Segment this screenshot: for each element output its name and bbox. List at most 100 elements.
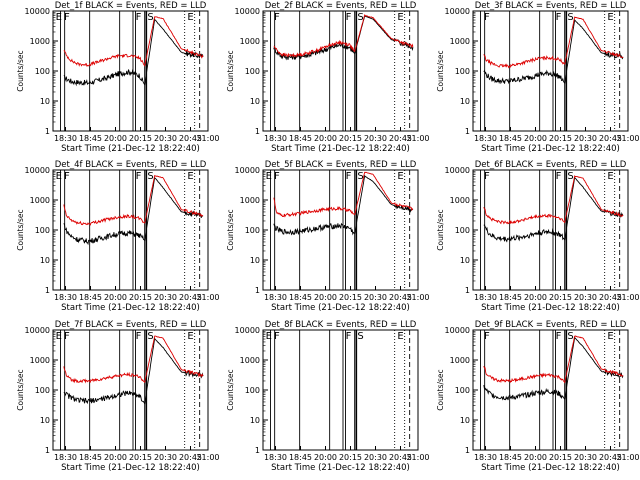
event-marker-label: F xyxy=(64,171,70,182)
event-marker-label: E xyxy=(187,331,193,342)
chart-panel-3: Det_3f BLACK = Events, RED = LLD 1 10 100 10… xyxy=(436,1,640,154)
event-marker-label: E xyxy=(266,331,272,342)
y-tick-label: 1000 xyxy=(450,196,470,205)
y-tick-label: 10 xyxy=(460,416,470,425)
x-tick-label: 20:30 xyxy=(154,293,177,302)
x-axis-label: Start Time (21-Dec-12 18:22:40) xyxy=(61,303,200,313)
x-tick-label: 21:00 xyxy=(616,134,639,143)
x-axis-label: Start Time (21-Dec-12 18:22:40) xyxy=(481,144,620,154)
x-tick-label: 20:30 xyxy=(574,293,597,302)
y-axis-label: Counts/sec xyxy=(16,209,25,250)
y-tick-label: 1 xyxy=(45,127,50,136)
event-marker-label: F xyxy=(484,171,490,182)
x-tick-label: 18:45 xyxy=(289,453,312,462)
x-tick-label: 18:30 xyxy=(474,453,497,462)
series-line-lld xyxy=(483,335,624,384)
event-marker-label: S xyxy=(567,12,573,23)
chart-title: Det_9f BLACK = Events, RED = LLD xyxy=(475,320,627,330)
chart-title: Det_6f BLACK = Events, RED = LLD xyxy=(475,160,627,170)
x-tick-label: 21:00 xyxy=(616,453,639,462)
x-tick-label: 18:45 xyxy=(499,293,522,302)
event-marker-label: F xyxy=(346,331,352,342)
y-axis-label: Counts/sec xyxy=(16,50,25,91)
y-tick-label: 10000 xyxy=(235,326,260,335)
event-marker-label: F xyxy=(484,331,490,342)
y-tick-label: 1 xyxy=(45,286,50,295)
x-tick-label: 21:00 xyxy=(196,453,219,462)
y-tick-label: 100 xyxy=(35,226,50,235)
y-tick-label: 10000 xyxy=(235,7,260,16)
x-tick-label: 18:30 xyxy=(54,134,77,143)
chart-panel-5: Det_5f BLACK = Events, RED = LLD 1 10 100 10… xyxy=(226,160,430,313)
event-marker-label: E xyxy=(187,171,193,182)
x-tick-label: 20:45 xyxy=(599,134,622,143)
x-axis-label: Start Time (21-Dec-12 18:22:40) xyxy=(61,144,200,154)
series-line-events xyxy=(483,176,624,243)
y-tick-label: 10000 xyxy=(25,326,50,335)
event-marker-label: E xyxy=(607,331,613,342)
x-tick-label: 20:15 xyxy=(129,134,152,143)
y-tick-label: 1000 xyxy=(450,37,470,46)
x-tick-label: 18:45 xyxy=(499,134,522,143)
event-marker-label: E xyxy=(397,331,403,342)
x-tick-label: 20:15 xyxy=(549,453,572,462)
event-marker-label: F xyxy=(346,12,352,23)
event-marker-label: S xyxy=(147,331,153,342)
chart-title: Det_3f BLACK = Events, RED = LLD xyxy=(475,1,627,11)
x-tick-label: 20:00 xyxy=(104,134,127,143)
x-tick-label: 20:30 xyxy=(574,134,597,143)
event-marker-label: F xyxy=(346,171,352,182)
series-line-events xyxy=(483,336,624,401)
y-tick-label: 10 xyxy=(250,97,260,106)
y-tick-label: 10 xyxy=(250,256,260,265)
chart-title: Det_4f BLACK = Events, RED = LLD xyxy=(55,160,207,170)
x-tick-label: 20:45 xyxy=(179,293,202,302)
series-line-lld xyxy=(483,16,624,69)
y-tick-label: 1 xyxy=(255,446,260,455)
event-marker-label: F xyxy=(136,331,142,342)
event-marker-label: F xyxy=(556,12,562,23)
x-tick-label: 18:30 xyxy=(264,293,287,302)
y-axis-label: Counts/sec xyxy=(436,369,445,410)
chart-title: Det_8f BLACK = Events, RED = LLD xyxy=(265,320,417,330)
x-tick-label: 20:00 xyxy=(104,293,127,302)
y-tick-label: 100 xyxy=(245,226,260,235)
series-line-events xyxy=(63,337,204,406)
event-marker-label: S xyxy=(357,12,363,23)
x-tick-label: 21:00 xyxy=(196,134,219,143)
event-marker-label: F xyxy=(556,171,562,182)
y-tick-label: 10000 xyxy=(25,7,50,16)
x-tick-label: 20:00 xyxy=(314,134,337,143)
series-line-lld xyxy=(63,16,204,67)
y-tick-label: 1000 xyxy=(30,37,50,46)
event-marker-label: F xyxy=(136,171,142,182)
y-tick-label: 10000 xyxy=(25,166,50,175)
chart-panel-8: Det_8f BLACK = Events, RED = LLD 1 10 100 10… xyxy=(226,320,430,473)
y-tick-label: 10 xyxy=(250,416,260,425)
chart-title: Det_1f BLACK = Events, RED = LLD xyxy=(55,1,207,11)
x-tick-label: 20:15 xyxy=(549,134,572,143)
y-tick-label: 10000 xyxy=(445,7,470,16)
x-tick-label: 18:30 xyxy=(474,293,497,302)
y-tick-label: 1 xyxy=(45,446,50,455)
event-marker-label: F xyxy=(64,12,70,23)
event-marker-label: E xyxy=(607,171,613,182)
x-tick-label: 20:15 xyxy=(339,453,362,462)
y-tick-label: 100 xyxy=(245,67,260,76)
chart-panel-1: Det_1f BLACK = Events, RED = LLD 1 10 100 10… xyxy=(16,1,220,154)
x-axis-label: Start Time (21-Dec-12 18:22:40) xyxy=(481,303,620,313)
event-marker-label: S xyxy=(147,12,153,23)
event-marker-label: E xyxy=(607,12,613,23)
x-tick-label: 18:30 xyxy=(264,134,287,143)
y-tick-label: 10000 xyxy=(445,166,470,175)
x-tick-label: 20:45 xyxy=(389,453,412,462)
x-tick-label: 20:00 xyxy=(314,293,337,302)
event-marker-label: E xyxy=(56,12,62,23)
x-tick-label: 21:00 xyxy=(406,293,429,302)
x-tick-label: 20:45 xyxy=(179,134,202,143)
y-tick-label: 1000 xyxy=(30,356,50,365)
y-tick-label: 100 xyxy=(455,67,470,76)
x-tick-label: 18:45 xyxy=(79,293,102,302)
x-tick-label: 21:00 xyxy=(196,293,219,302)
series-line-events xyxy=(63,18,204,87)
